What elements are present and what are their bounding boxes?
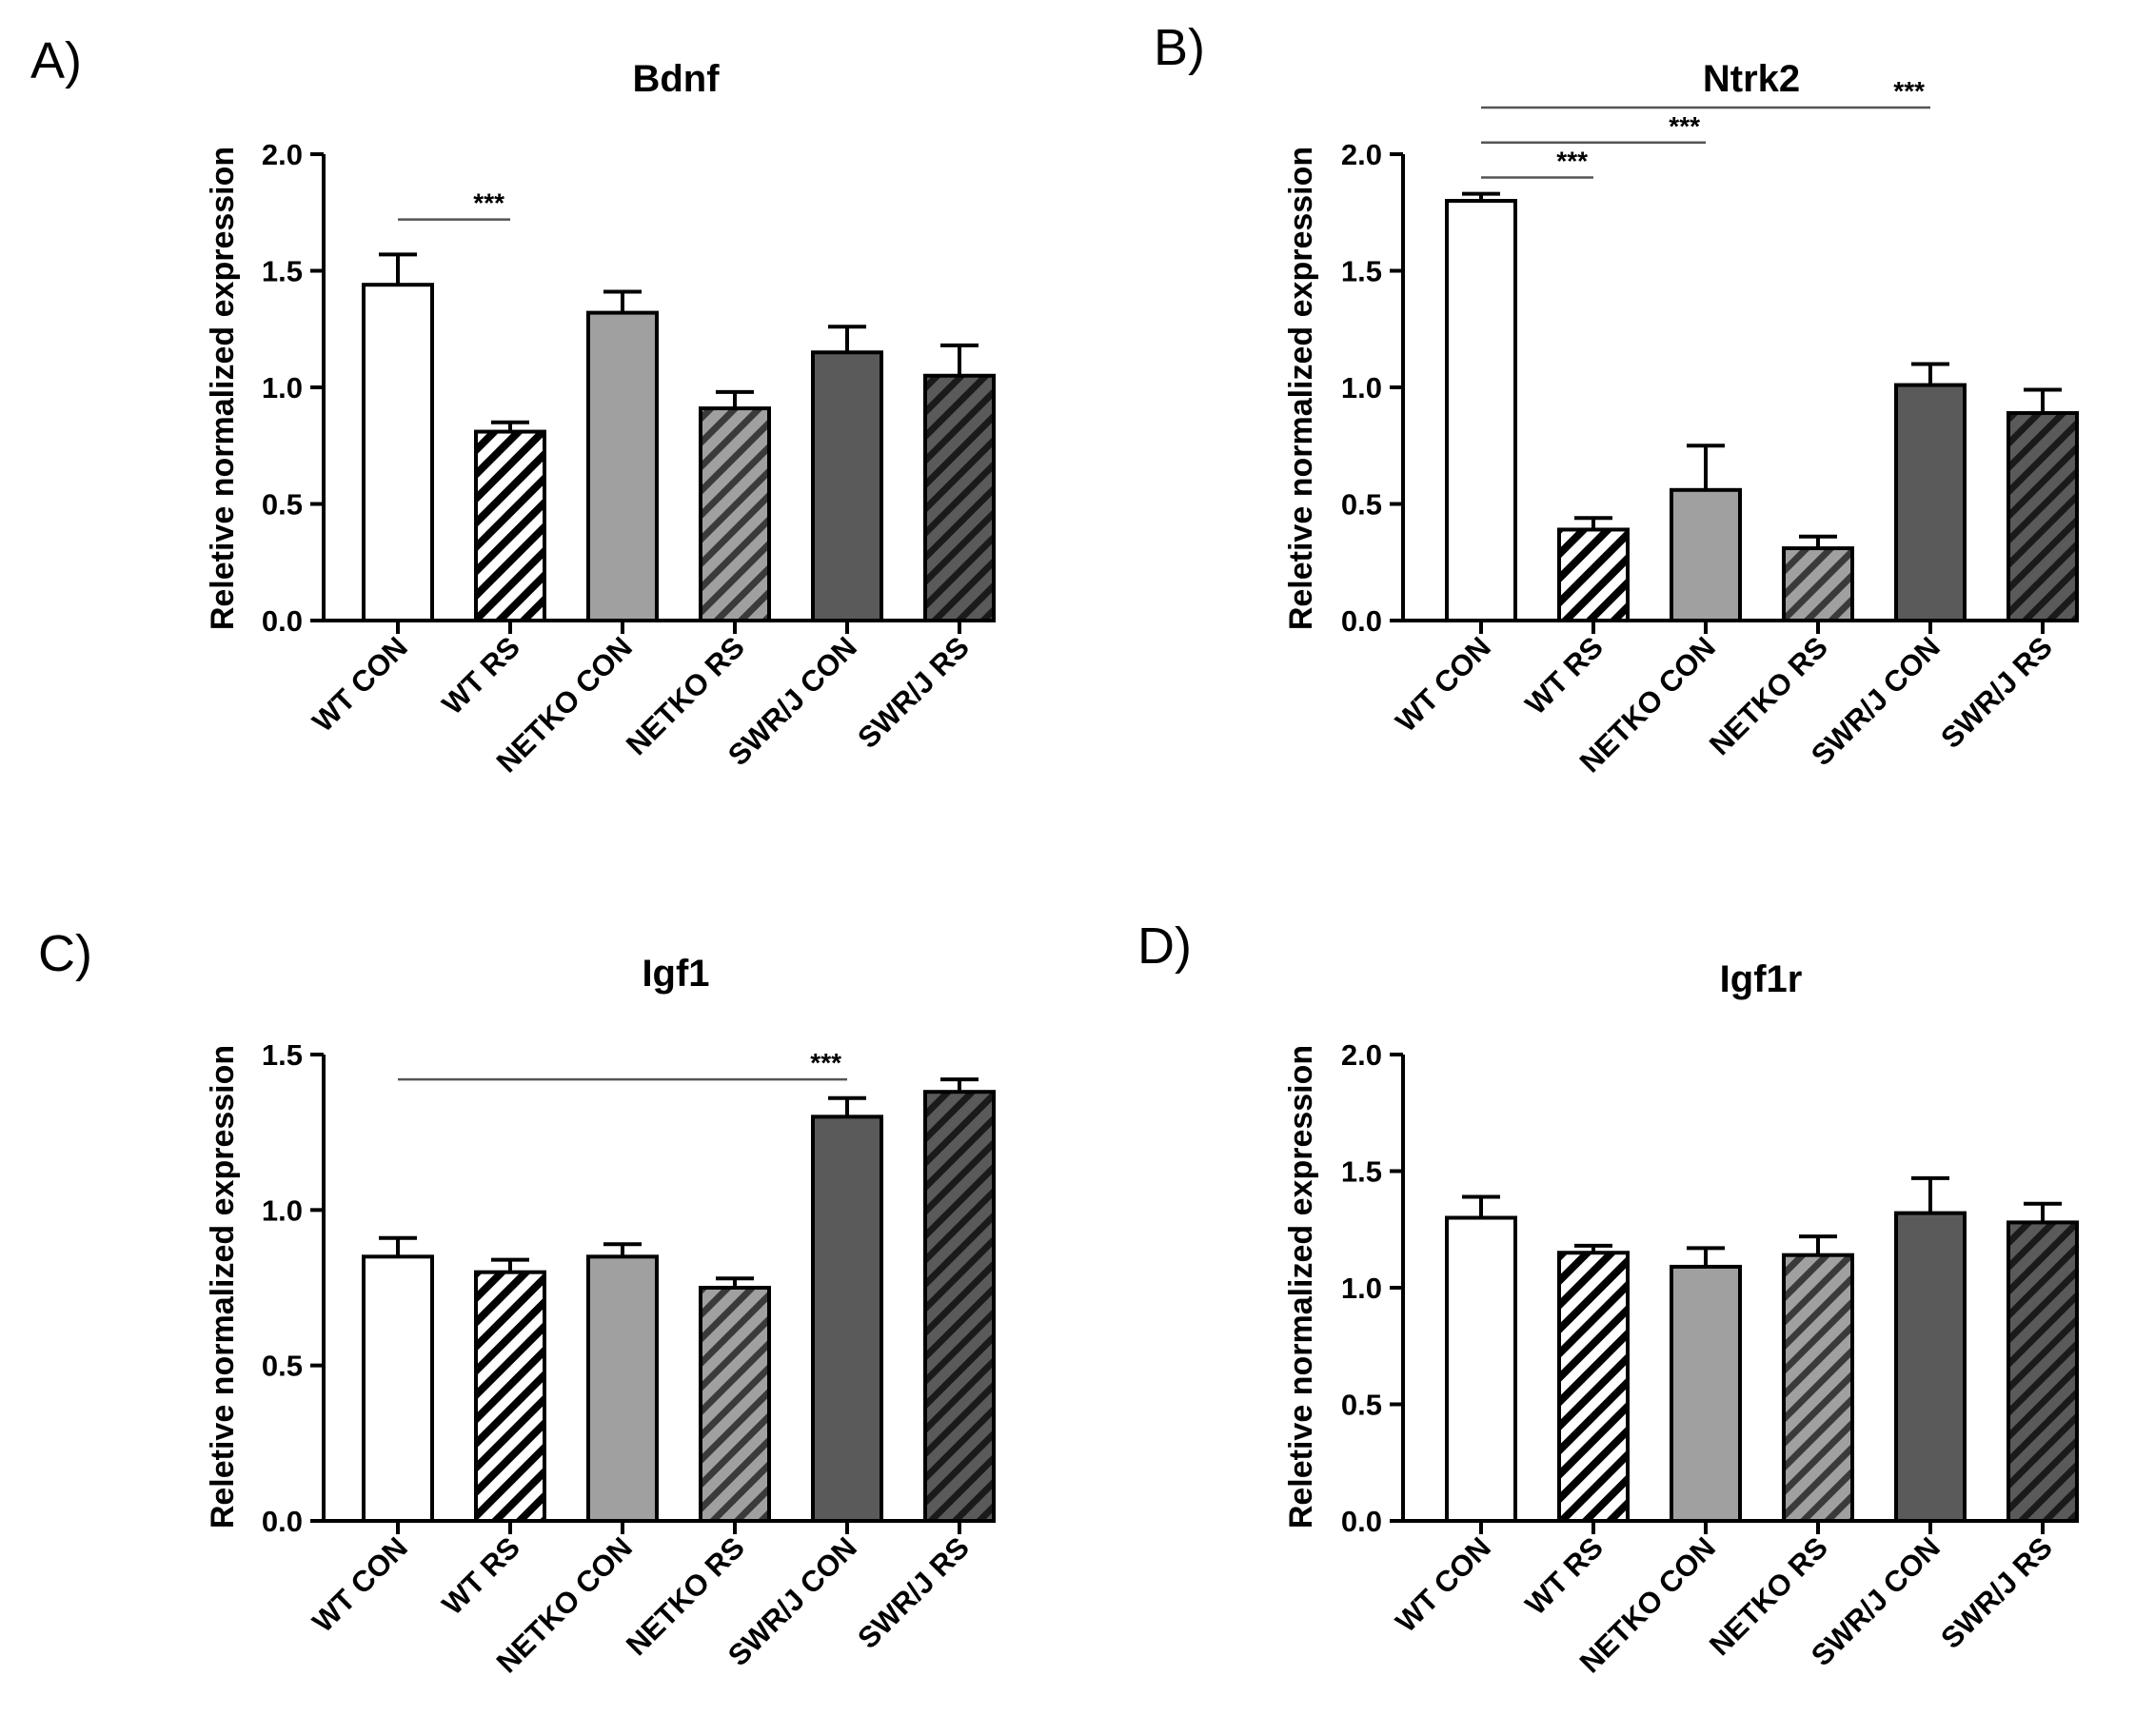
y-tick-label: 0.5 (262, 1350, 303, 1383)
bar-swr-j-rs (923, 1090, 996, 1523)
y-axis-label: Reletive normalized expression (1283, 147, 1319, 630)
significance-label: *** (1556, 147, 1588, 176)
y-tick-label: 0.0 (262, 1505, 303, 1538)
x-category-label: WT CON (1389, 630, 1497, 739)
significance-label: *** (473, 188, 504, 218)
bar-netko-rs (1782, 1253, 1854, 1523)
bar-swr-j-con (811, 350, 883, 622)
x-category-label: WT RS (1519, 630, 1610, 720)
bar-swr-j-con (1894, 1211, 1967, 1523)
bar-swr-j-con (811, 1115, 883, 1524)
chart-title: Igf1r (1720, 958, 1803, 1000)
y-tick-label: 1.0 (262, 1194, 303, 1227)
y-tick-label: 1.5 (1341, 1155, 1382, 1189)
y-tick-label: 1.5 (262, 1038, 303, 1072)
y-tick-label: 1.0 (1341, 1272, 1382, 1305)
x-category-label: SWR/J RS (1934, 1530, 2059, 1655)
bar-wt-rs (1557, 527, 1630, 623)
chart-title: Bdnf (632, 58, 720, 100)
bar-netko-rs (699, 406, 771, 622)
y-tick-label: 1.5 (1341, 255, 1382, 288)
x-category-label: WT CON (306, 630, 414, 739)
bar-wt-con (362, 283, 434, 622)
panel-label: B) (1154, 19, 1205, 76)
y-axis-label: Reletive normalized expression (1283, 1045, 1319, 1529)
x-category-label: SWR/J RS (851, 1530, 976, 1655)
bar-wt-con (362, 1254, 434, 1524)
bar-netko-rs (699, 1286, 771, 1523)
y-axis-label: Reletive normalized expression (205, 1045, 241, 1529)
x-category-label: WT RS (436, 1530, 526, 1621)
x-category-label: WT CON (1389, 1530, 1497, 1639)
y-tick-label: 0.0 (262, 604, 303, 638)
bar-wt-rs (1557, 1251, 1630, 1523)
bar-wt-rs (474, 429, 546, 622)
significance-label: *** (1893, 76, 1925, 106)
panel-c-igf1-chart: C) Igf1 Reletive normalized expression 0… (38, 925, 996, 1679)
bar-netko-con (1670, 487, 1742, 622)
panel-b-ntrk2-chart: B) Ntrk2 Reletive normalized expression … (1154, 19, 2079, 779)
y-tick-label: 0.5 (1341, 488, 1382, 522)
x-category-label: WT RS (436, 630, 526, 720)
y-tick-label: 0.5 (1341, 1389, 1382, 1422)
y-tick-label: 0.0 (1341, 1505, 1382, 1538)
panel-label: A) (30, 32, 82, 89)
y-tick-label: 1.0 (262, 371, 303, 404)
bar-wt-con (1445, 199, 1517, 622)
bar-netko-con (586, 1254, 659, 1524)
y-tick-label: 2.0 (1341, 138, 1382, 171)
bar-netko-con (586, 310, 659, 622)
panel-label: C) (38, 925, 92, 982)
x-category-label: SWR/J RS (851, 630, 976, 755)
panel-a-bdnf-chart: A) Bdnf Reletive normalized expression 0… (30, 32, 996, 779)
x-category-label: SWR/J RS (1934, 630, 2059, 755)
bar-swr-j-con (1894, 383, 1967, 622)
bar-swr-j-rs (923, 373, 996, 622)
y-tick-label: 1.0 (1341, 371, 1382, 404)
y-tick-label: 2.0 (1341, 1038, 1382, 1072)
bar-swr-j-rs (2007, 1220, 2079, 1524)
bar-netko-con (1670, 1264, 1742, 1523)
bar-wt-rs (474, 1270, 546, 1523)
y-axis-label: Reletive normalized expression (205, 147, 241, 630)
y-tick-label: 0.0 (1341, 604, 1382, 638)
panel-d-igf1r-chart: D) Igf1r Reletive normalized expression … (1137, 917, 2079, 1679)
significance-label: *** (810, 1048, 841, 1077)
significance-label: *** (1669, 111, 1700, 141)
x-category-label: WT RS (1519, 1530, 1610, 1621)
chart-title: Igf1 (642, 953, 709, 995)
bar-wt-con (1445, 1215, 1517, 1523)
chart-title: Ntrk2 (1703, 58, 1800, 100)
y-tick-label: 1.5 (262, 255, 303, 288)
panel-label: D) (1137, 917, 1192, 975)
y-tick-label: 0.5 (262, 488, 303, 522)
x-category-label: WT CON (306, 1530, 414, 1639)
y-tick-label: 2.0 (262, 138, 303, 171)
bar-netko-rs (1782, 546, 1854, 622)
bar-swr-j-rs (2007, 410, 2079, 623)
